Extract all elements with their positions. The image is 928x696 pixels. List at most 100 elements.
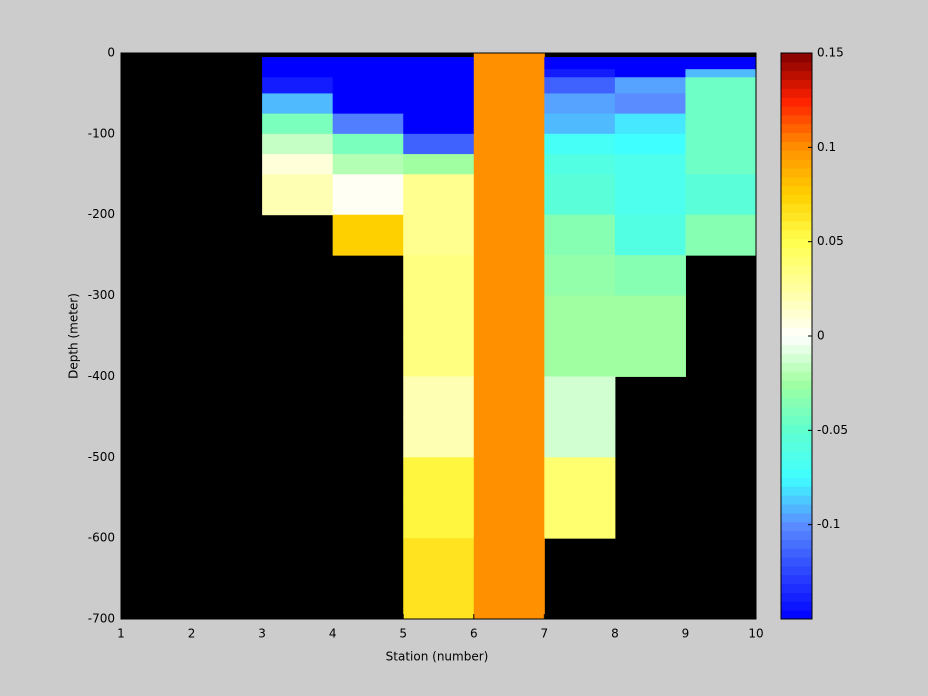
- cell: [473, 154, 545, 175]
- cell: [544, 336, 616, 377]
- cell: [262, 154, 334, 175]
- cell: [403, 174, 475, 216]
- cell: [332, 113, 404, 135]
- cell: [544, 295, 616, 337]
- colorbar-step: [781, 336, 812, 346]
- colorbar-step: [781, 79, 812, 89]
- cell: [332, 77, 404, 94]
- colorbar-step: [781, 468, 812, 478]
- colorbar-step: [781, 512, 812, 523]
- colorbar-step: [781, 159, 812, 169]
- colorbar-step: [781, 176, 812, 187]
- colorbar-step: [781, 433, 812, 443]
- x-tick-label: 10: [748, 627, 763, 641]
- colorbar-step: [781, 309, 812, 319]
- cell: [614, 255, 686, 297]
- cell: [262, 69, 334, 78]
- cell: [544, 255, 616, 297]
- colorbar-step: [781, 282, 812, 293]
- cell: [403, 255, 475, 297]
- cell: [614, 295, 686, 337]
- cell: [332, 154, 404, 175]
- cell: [614, 154, 686, 175]
- cell: [262, 133, 334, 155]
- cell: [544, 69, 616, 78]
- x-tick-label: 7: [541, 627, 549, 641]
- y-tick-label: -200: [88, 207, 115, 221]
- cell: [685, 93, 757, 115]
- colorbar-step: [781, 221, 812, 231]
- cell: [685, 133, 757, 155]
- colorbar-step: [781, 88, 812, 98]
- cell: [262, 174, 334, 216]
- cell: [473, 93, 545, 115]
- colorbar-step: [781, 114, 812, 125]
- cell: [544, 497, 616, 539]
- colorbar-step: [781, 203, 812, 213]
- colorbar-step: [781, 565, 812, 576]
- cell: [473, 69, 545, 78]
- y-tick-label: -400: [88, 369, 115, 383]
- y-axis-label: Depth (meter): [67, 293, 81, 379]
- colorbar-step: [781, 70, 812, 81]
- colorbar-step: [781, 353, 812, 364]
- cell: [403, 578, 475, 620]
- cell: [403, 538, 475, 580]
- cell: [403, 57, 475, 70]
- cell: [403, 497, 475, 539]
- x-tick-label: 5: [399, 627, 407, 641]
- colorbar-step: [781, 97, 812, 107]
- colorbar-step: [781, 459, 812, 470]
- x-tick-label: 4: [329, 627, 337, 641]
- colorbar-step: [781, 415, 812, 425]
- colorbar-step: [781, 167, 812, 178]
- colorbar-tick-label: -0.05: [817, 423, 848, 437]
- cell: [473, 133, 545, 155]
- y-tick-label: -500: [88, 450, 115, 464]
- cell: [614, 69, 686, 78]
- cell: [403, 457, 475, 499]
- cell: [473, 214, 545, 256]
- cell: [685, 69, 757, 78]
- cell: [403, 336, 475, 377]
- cell: [262, 113, 334, 135]
- cell: [544, 133, 616, 155]
- colorbar-step: [781, 557, 812, 567]
- colorbar-step: [781, 185, 812, 195]
- cell: [332, 133, 404, 155]
- y-tick-label: -600: [88, 531, 115, 545]
- colorbar-step: [781, 601, 812, 611]
- x-tick-label: 6: [470, 627, 478, 641]
- colorbar-step: [781, 574, 812, 585]
- colorbar-step: [781, 610, 812, 620]
- cell: [614, 133, 686, 155]
- colorbar-step: [781, 530, 812, 540]
- cell: [544, 376, 616, 418]
- cell: [332, 214, 404, 256]
- colorbar-step: [781, 495, 812, 505]
- colorbar-tick-label: -0.1: [817, 517, 840, 531]
- colorbar-step: [781, 256, 812, 266]
- colorbar-tick-label: 0.05: [817, 234, 844, 248]
- colorbar-step: [781, 477, 812, 487]
- cell: [473, 497, 545, 539]
- cell: [685, 214, 757, 256]
- cell: [403, 69, 475, 78]
- cell: [403, 113, 475, 135]
- colorbar-step: [781, 212, 812, 222]
- colorbar-step: [781, 53, 812, 63]
- colorbar-step: [781, 442, 812, 452]
- colorbar-step: [781, 389, 812, 399]
- cell: [403, 77, 475, 94]
- colorbar-tick-label: 0: [817, 329, 825, 343]
- colorbar-step: [781, 539, 812, 549]
- colorbar-step: [781, 397, 812, 408]
- cell: [544, 174, 616, 216]
- colorbar-step: [781, 61, 812, 72]
- colorbar-step: [781, 406, 812, 417]
- colorbar-step: [781, 247, 812, 257]
- cell: [614, 113, 686, 135]
- cell: [473, 53, 545, 58]
- colorbar-step: [781, 521, 812, 532]
